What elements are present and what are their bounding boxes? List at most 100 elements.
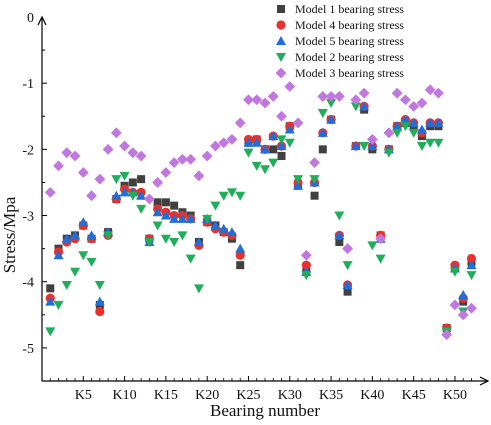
data-point [449,299,461,311]
data-point [86,257,97,267]
data-point [317,127,328,137]
data-point [152,177,164,188]
legend-item: Model 5 bearing stress [276,34,404,48]
data-point [69,150,81,162]
data-point [243,137,254,147]
data-point [276,141,287,151]
data-point [408,128,419,138]
data-point [185,153,197,165]
data-point [317,108,328,118]
data-point [433,138,444,148]
data-point [110,127,122,139]
data-point [53,250,64,260]
data-point [235,191,246,201]
data-point [334,230,345,240]
data-point [160,210,171,220]
data-point [391,87,403,99]
data-point [111,175,122,185]
data-point [136,190,147,200]
data-point [78,251,89,261]
data-point [276,135,287,145]
legend-label: Model 3 bearing stress [295,66,404,80]
data-point [260,144,270,154]
y-axis-arrow [37,15,47,26]
data-point [284,81,296,92]
data-point [466,302,477,314]
data-point [358,87,370,99]
data-point [425,117,436,127]
data-point [335,238,344,247]
data-point [185,254,196,264]
data-point [284,138,295,148]
data-point [383,127,395,139]
data-point [309,175,320,185]
plot-frame [37,15,490,386]
data-point [277,151,286,160]
y-axis-title: Stress/Mpa [0,196,19,273]
data-point [449,267,460,277]
data-point [226,134,238,145]
data-point [169,213,180,223]
data-point [236,261,245,270]
data-point [94,296,105,306]
legend-item: Model 4 bearing stress [276,18,404,32]
data-point [136,204,147,214]
data-point [119,140,130,152]
data-point [102,143,114,155]
data-point [326,99,337,109]
data-point [268,131,279,141]
data-point [457,309,469,321]
x-tick-label: K30 [278,388,302,403]
data-point [235,250,245,260]
data-point [367,241,378,251]
data-point [425,138,436,148]
legend-marker [276,53,286,62]
data-point [185,213,196,223]
data-point [251,137,262,147]
data-point [168,157,180,168]
data-point [251,161,262,171]
y-tick-label: -5 [22,342,34,357]
data-point [218,191,229,201]
data-point [466,271,477,281]
legend-label: Model 4 bearing stress [295,18,404,32]
data-point [103,231,114,241]
data-point [161,198,170,207]
data-point [61,147,73,159]
data-point [251,94,263,106]
data-point [144,238,155,248]
data-point [350,102,361,112]
data-point [400,94,411,106]
data-point [119,187,130,197]
data-point [301,271,312,281]
legend-label: Model 2 bearing stress [295,50,404,64]
data-point [292,117,304,129]
data-point [86,230,97,240]
y-axis: 0 -1 -2 -3 -4 -5 [22,11,47,357]
data-point [111,190,122,200]
data-point [268,158,279,168]
data-point [342,261,353,271]
data-point [94,281,105,291]
data-point [193,170,205,182]
data-point [342,243,353,255]
data-point [137,175,146,184]
data-point [160,234,171,244]
data-point [392,121,403,131]
data-point [218,137,230,149]
data-point [408,117,419,127]
series-3 [45,101,477,336]
legend-label: Model 1 bearing stress [295,2,404,16]
data-point [359,142,370,152]
data-point [416,97,428,109]
data-point [193,284,204,294]
data-point [46,284,55,293]
data-point [94,173,106,185]
data-point [44,186,56,198]
data-point [160,167,172,178]
data-point [234,117,246,129]
data-point [135,150,147,162]
data-point [177,231,188,241]
x-tick-label: K25 [236,388,260,403]
data-point [127,147,139,159]
